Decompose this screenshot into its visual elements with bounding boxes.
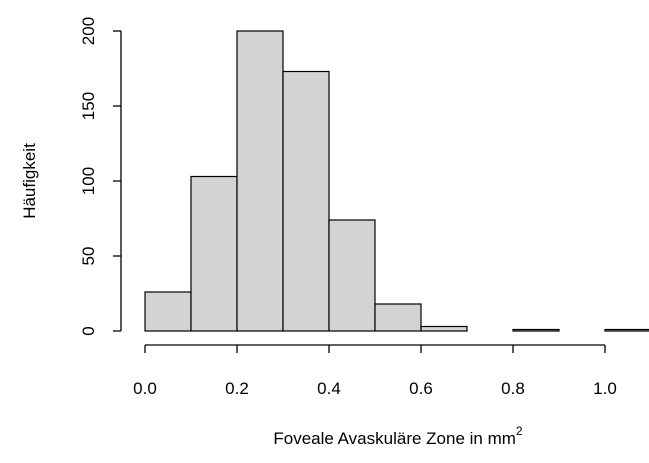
y-axis-title: Häufigkeit [20, 143, 39, 219]
histogram-bar [374, 303, 422, 332]
y-axis: 0 50 100 150 200 [79, 17, 122, 336]
x-axis-title-text: Foveale Avaskuläre Zone in mm [273, 429, 516, 448]
y-tick-label: 50 [79, 247, 98, 266]
y-axis-ticks: 0 50 100 150 200 [79, 17, 121, 336]
x-axis-title: Foveale Avaskuläre Zone in mm2 [273, 424, 523, 448]
x-tick-label: 1.0 [593, 379, 617, 398]
histogram-bar [282, 70, 330, 332]
y-tick-label: 200 [79, 17, 98, 45]
histogram-bar [236, 30, 284, 332]
x-axis-title-superscript: 2 [516, 424, 523, 438]
histogram-bar [512, 328, 560, 332]
y-tick-label: 0 [79, 326, 98, 335]
y-tick-label: 150 [79, 92, 98, 120]
histogram-bar [144, 291, 192, 332]
x-axis: 0.0 0.2 0.4 0.6 0.8 1.0 [133, 344, 617, 398]
histogram-bar [604, 328, 649, 332]
histogram-bar [420, 325, 468, 332]
x-axis-ticks: 0.0 0.2 0.4 0.6 0.8 1.0 [133, 345, 617, 398]
x-tick-label: 0.4 [317, 379, 341, 398]
x-tick-label: 0.6 [409, 379, 433, 398]
histogram-bar [328, 219, 376, 332]
x-tick-label: 0.8 [501, 379, 525, 398]
histogram-bar [190, 175, 238, 332]
y-tick-label: 100 [79, 167, 98, 195]
x-tick-label: 0.0 [133, 379, 157, 398]
x-tick-label: 0.2 [225, 379, 249, 398]
histogram-bars [144, 30, 649, 332]
